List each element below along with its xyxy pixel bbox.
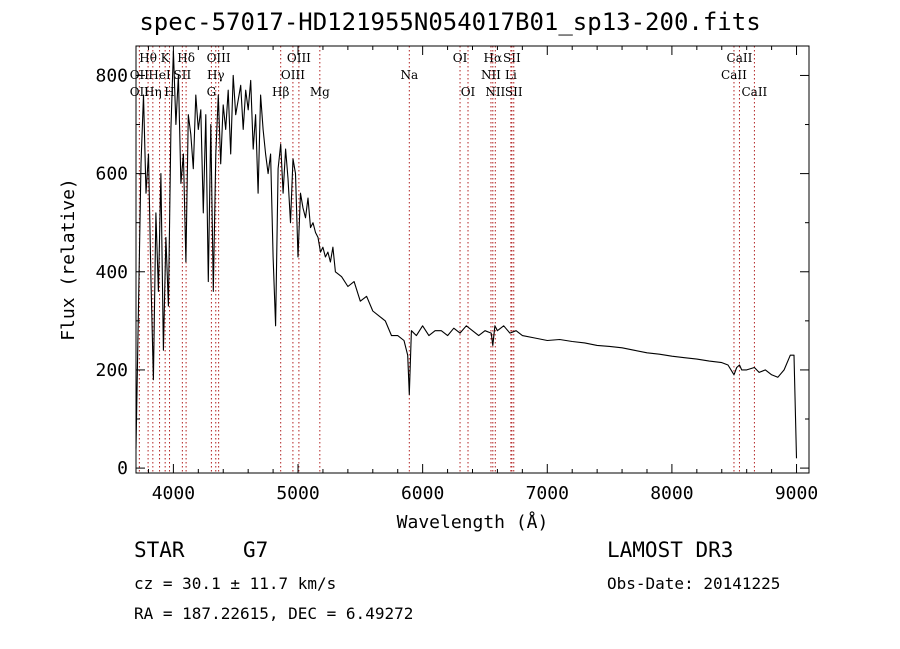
- line-label-4: OIII: [287, 51, 311, 65]
- line-label-7: SII: [503, 51, 521, 65]
- line-label-0: Hθ: [139, 51, 157, 65]
- line-label-22: Hβ: [272, 85, 289, 99]
- ra-dec: RA = 187.22615, DEC = 6.49272: [134, 604, 414, 623]
- redshift-velocity: cz = 30.1 ± 11.7 km/s: [134, 574, 337, 593]
- line-label-5: OI: [453, 51, 468, 65]
- y-tick-label-0: 0: [117, 458, 128, 479]
- x-tick-label-5000: 5000: [276, 483, 319, 504]
- series-line-flux: [135, 50, 798, 459]
- y-tick-label-200: 200: [95, 360, 128, 381]
- survey-name: LAMOST DR3: [607, 538, 734, 562]
- object-subclass: G7: [243, 538, 269, 562]
- line-label-3: OIII: [207, 51, 231, 65]
- line-label-14: Na: [400, 68, 418, 82]
- line-label-17: CaII: [721, 68, 747, 82]
- chart-title: spec-57017-HD121955N054017B01_sp13-200.f…: [139, 8, 761, 36]
- line-label-6: Hα: [484, 51, 503, 65]
- line-label-12: Hγ: [207, 68, 225, 82]
- x-axis-label: Wavelength (Å): [397, 511, 549, 533]
- line-label-25: NII: [485, 85, 505, 99]
- x-tick-label-6000: 6000: [401, 483, 444, 504]
- line-label-2: Hδ: [177, 51, 195, 65]
- line-label-10: HeI: [148, 68, 171, 82]
- y-tick-label-600: 600: [95, 164, 128, 185]
- line-label-1: K: [161, 51, 171, 65]
- line-label-20: H: [164, 85, 174, 99]
- object-class: STAR: [134, 538, 185, 562]
- y-axis-label: Flux (relative): [58, 178, 79, 341]
- series-layer: [135, 50, 798, 459]
- x-tick-label-4000: 4000: [152, 483, 195, 504]
- x-tick-label-7000: 7000: [526, 483, 569, 504]
- axes-layer: 4000 5000 6000 7000 8000 9000 0 200 400 600 800 Wav…: [58, 46, 818, 533]
- x-tick-label-8000: 8000: [650, 483, 693, 504]
- line-label-24: OI: [461, 85, 476, 99]
- observation-date: Obs-Date: 20141225: [607, 574, 781, 593]
- line-label-21: G: [207, 85, 217, 99]
- line-label-11: SII: [174, 68, 192, 82]
- line-label-23: Mg: [310, 85, 330, 99]
- line-label-8: CaII: [727, 51, 753, 65]
- line-label-15: NII: [481, 68, 501, 82]
- x-tick-label-9000: 9000: [775, 483, 818, 504]
- y-tick-label-400: 400: [95, 262, 128, 283]
- line-label-18: OII: [130, 85, 150, 99]
- line-label-16: Li: [505, 68, 517, 82]
- line-label-27: CaII: [741, 85, 767, 99]
- line-label-26: SII: [505, 85, 523, 99]
- line-label-13: OIII: [281, 68, 305, 82]
- y-tick-label-800: 800: [95, 65, 128, 86]
- line-label-19: Hη: [144, 85, 162, 99]
